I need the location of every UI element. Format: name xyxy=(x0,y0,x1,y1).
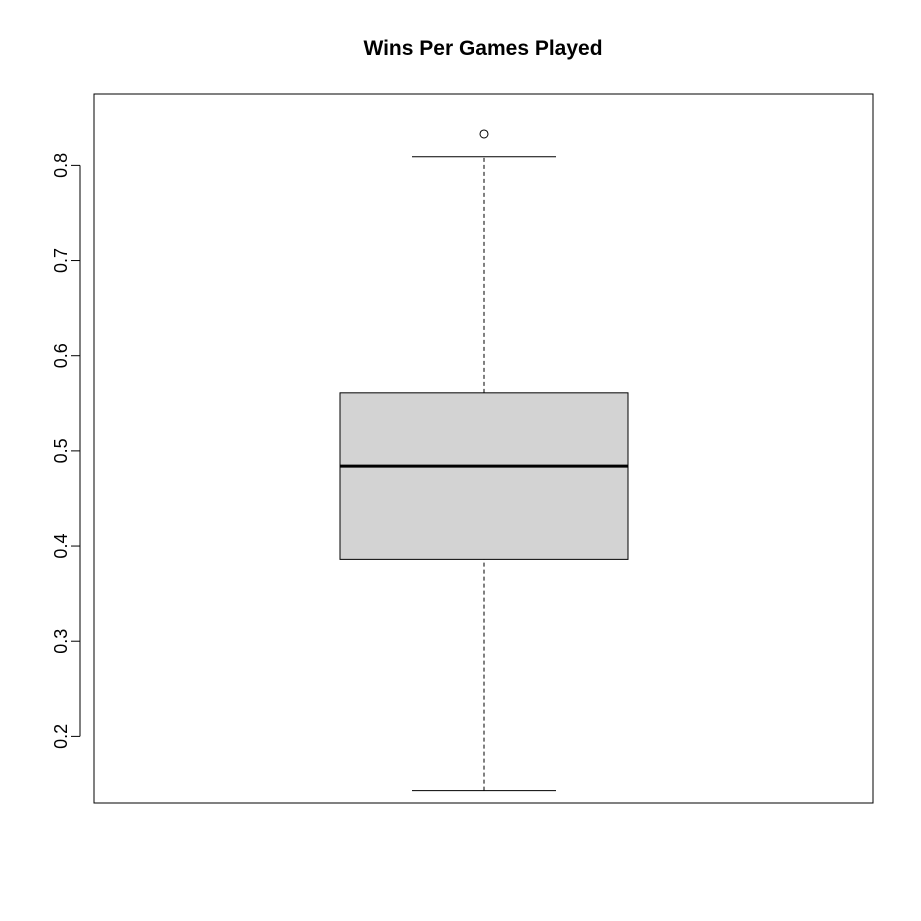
y-tick-label: 0.7 xyxy=(51,248,71,273)
chart-title: Wins Per Games Played xyxy=(363,37,602,60)
y-tick-label: 0.8 xyxy=(51,153,71,178)
plot-frame xyxy=(93,93,874,804)
y-tick-label: 0.2 xyxy=(51,724,71,749)
y-tick-label: 0.6 xyxy=(51,343,71,368)
interquartile-box xyxy=(339,392,629,560)
y-tick-label: 0.5 xyxy=(51,438,71,463)
y-tick-label: 0.3 xyxy=(51,629,71,654)
box-plot xyxy=(339,129,629,792)
y-tick-label: 0.4 xyxy=(51,534,71,559)
outlier-point xyxy=(479,129,489,139)
y-axis: 0.2 0.3 0.4 0.5 0.6 0.7 0.8 xyxy=(51,153,81,749)
